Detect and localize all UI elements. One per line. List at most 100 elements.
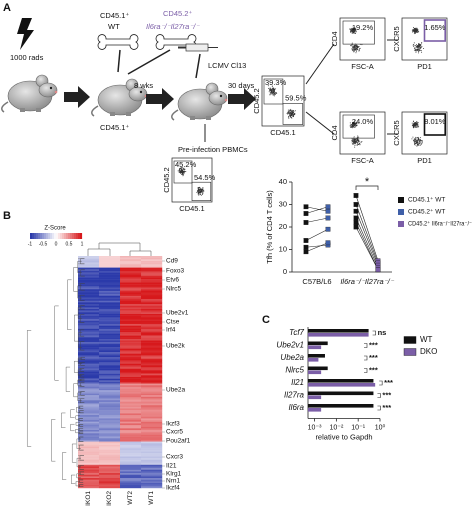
significance-label: * — [365, 176, 370, 188]
heatmap-cell — [99, 428, 121, 431]
event-dot — [412, 29, 414, 31]
heatmap-cell — [120, 439, 142, 442]
event-dot — [352, 29, 354, 31]
heatmap-cell — [120, 267, 142, 270]
event-dot — [352, 50, 354, 52]
event-dot — [351, 143, 353, 145]
heatmap-cell — [99, 323, 121, 326]
event-dot — [416, 140, 418, 142]
heatmap-cell — [141, 345, 163, 348]
heatmap-cell — [99, 456, 121, 459]
heatmap-cell — [99, 292, 121, 295]
event-dot — [289, 114, 291, 116]
donor-label: CD45.1⁺ — [100, 11, 129, 20]
heatmap-cell — [120, 323, 142, 326]
event-dot — [271, 85, 273, 87]
bar — [308, 358, 319, 362]
heatmap-cell — [120, 393, 142, 396]
heatmap-cell — [78, 373, 100, 376]
heatmap-cell — [99, 461, 121, 464]
heatmap-cell — [120, 479, 142, 482]
heatmap-cell — [141, 335, 163, 338]
event-dot — [179, 167, 181, 169]
heatmap-cell — [99, 269, 121, 272]
heatmap-cell — [78, 265, 100, 268]
heatmap-cell — [141, 468, 163, 470]
event-dot — [351, 32, 353, 34]
gene-label: Irf4 — [166, 327, 176, 334]
event-dot — [273, 89, 275, 91]
heatmap-cell — [141, 448, 163, 451]
heatmap-cell — [141, 478, 163, 480]
heatmap-cell — [141, 348, 163, 351]
event-dot — [353, 49, 355, 51]
heatmap-cell — [120, 309, 142, 311]
heatmap-cell — [99, 439, 121, 442]
heatmap-cell — [141, 463, 163, 465]
event-dot — [267, 85, 269, 87]
event-dot — [202, 187, 204, 189]
time-label: 30 days — [228, 81, 255, 90]
colorbar-tick: 0 — [55, 241, 58, 247]
event-dot — [181, 172, 183, 174]
legend-label: CD45.1⁺ WT — [408, 197, 445, 204]
heatmap-cell — [78, 415, 100, 417]
heatmap-cell — [120, 421, 142, 424]
heatmap-cell — [99, 378, 121, 381]
event-dot — [419, 50, 421, 52]
event-dot — [351, 141, 353, 143]
heatmap-cell — [78, 360, 100, 363]
heatmap-cell — [141, 408, 163, 411]
heatmap-cell — [141, 275, 163, 278]
gene-label: Cd9 — [166, 258, 178, 265]
heatmap-cell — [78, 270, 100, 273]
event-dot — [358, 136, 360, 138]
heatmap-cell — [141, 264, 163, 267]
heatmap-cell — [141, 421, 163, 424]
pair-line — [355, 211, 379, 266]
heatmap-cell — [78, 436, 100, 439]
heatmap-cell — [78, 310, 100, 313]
event-dot — [272, 90, 274, 92]
heatmap-cell — [78, 327, 100, 330]
heatmap-cell — [99, 352, 121, 354]
significance-bracket — [355, 185, 379, 190]
event-dot — [356, 44, 358, 46]
heatmap-cell — [141, 385, 163, 388]
heatmap-cell — [78, 393, 100, 396]
heatmap-cell — [141, 343, 163, 346]
event-dot — [360, 141, 362, 143]
heatmap-cell — [141, 290, 163, 293]
heatmap-cell — [99, 391, 121, 394]
y-tick-label: 10 — [279, 244, 287, 253]
heatmap-cell — [99, 441, 121, 444]
heatmap-cell — [78, 333, 100, 336]
heatmap-cell — [141, 375, 163, 378]
heatmap: B Z-Score -1 -0.5 0 0.5 1 IKO1 IKO2 WT2 WT1 Cd9 Fox… — [3, 210, 191, 506]
event-dot — [417, 31, 419, 33]
colorbar-tick: -1 — [28, 241, 33, 247]
heatmap-cell — [141, 363, 163, 366]
heatmap-cell — [99, 325, 121, 328]
heatmap-cell — [120, 299, 142, 301]
heatmap-cell — [120, 353, 142, 356]
heatmap-cell — [141, 403, 163, 406]
heatmap-cell — [99, 370, 121, 373]
heatmap-cell — [78, 259, 100, 262]
heatmap-cell — [120, 277, 142, 280]
heatmap-cell — [120, 338, 142, 341]
heatmap-cell — [120, 464, 142, 467]
event-dot — [420, 50, 422, 52]
event-dot — [184, 168, 186, 170]
event-dot — [183, 167, 185, 169]
x-tick-label: Il6ra⁻/⁻Il27ra⁻/⁻ — [340, 277, 394, 286]
heatmap-cell — [141, 446, 163, 449]
event-dot — [351, 139, 353, 141]
event-dot — [273, 91, 275, 93]
event-dot — [196, 191, 198, 193]
heatmap-cell — [120, 320, 142, 323]
heatmap-cell — [99, 418, 121, 421]
heatmap-cell — [78, 269, 100, 272]
event-dot — [354, 126, 356, 128]
heatmap-cell — [99, 372, 121, 374]
